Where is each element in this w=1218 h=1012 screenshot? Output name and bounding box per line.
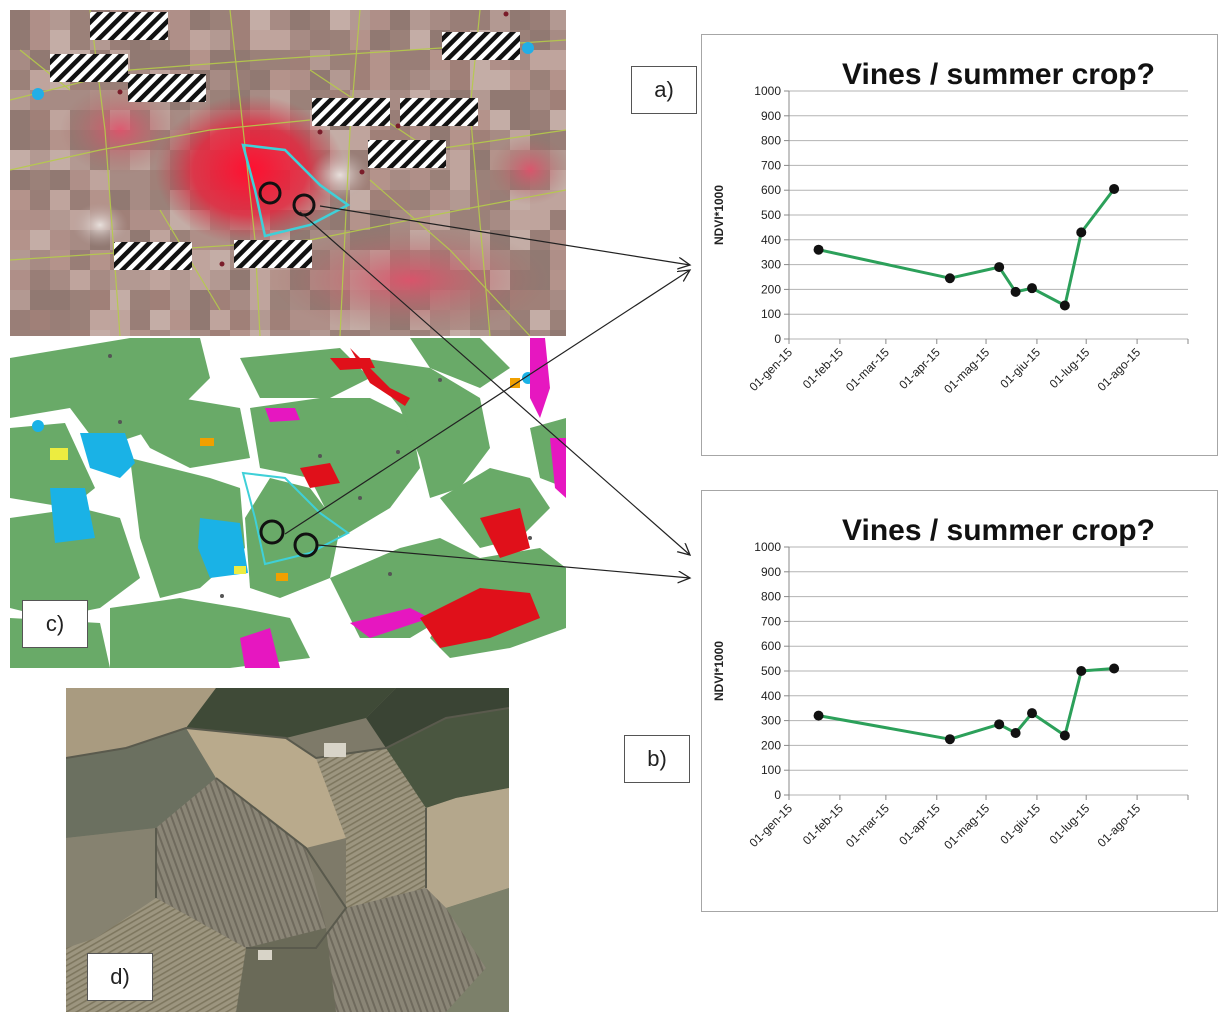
ndvi-point — [1027, 283, 1037, 293]
y-tick-label: 100 — [761, 763, 781, 777]
y-tick-label: 900 — [761, 109, 781, 123]
ndvi-chart-b: Vines / summer crop? 0 100 200 300 400 500 600 7… — [712, 514, 1188, 852]
y-tick-label: 300 — [761, 258, 781, 272]
ndvi-point — [945, 273, 955, 283]
ndvi-series-line — [819, 669, 1115, 740]
y-tick-label: 1000 — [754, 540, 781, 554]
arrow-satellite-to-chart-b — [300, 212, 690, 555]
x-tick-label: 01-mar-15 — [843, 345, 892, 394]
x-tick-label: 01-ago-15 — [1095, 801, 1144, 850]
x-tick-label: 01-ago-15 — [1095, 345, 1144, 394]
arrow-map-to-chart-a — [285, 270, 690, 534]
x-tick-label: 01-lug-15 — [1047, 345, 1093, 391]
y-tick-label: 700 — [761, 158, 781, 172]
y-tick-label: 300 — [761, 714, 781, 728]
ndvi-point — [814, 711, 824, 721]
y-tick-label: 800 — [761, 590, 781, 604]
ndvi-point — [1076, 666, 1086, 676]
ndvi-point — [1011, 728, 1021, 738]
y-tick-label: 0 — [774, 788, 781, 802]
y-tick-label: 700 — [761, 614, 781, 628]
x-tick-label: 01-apr-15 — [896, 345, 943, 392]
x-tick-label: 01-mag-15 — [941, 345, 992, 396]
ndvi-point — [1011, 287, 1021, 297]
y-tick-label: 200 — [761, 282, 781, 296]
x-tick-label: 01-apr-15 — [896, 801, 943, 848]
ndvi-point — [814, 245, 824, 255]
x-tick-label: 01-mag-15 — [941, 801, 992, 852]
ndvi-point — [1060, 301, 1070, 311]
ndvi-point — [945, 734, 955, 744]
y-axis-label: NDVI*1000 — [712, 641, 726, 701]
x-tick-label: 01-gen-15 — [747, 801, 796, 850]
y-tick-label: 400 — [761, 233, 781, 247]
ndvi-point — [1109, 184, 1119, 194]
y-tick-label: 200 — [761, 738, 781, 752]
y-axis-label: NDVI*1000 — [712, 185, 726, 245]
y-tick-label: 500 — [761, 208, 781, 222]
panel-label-a: a) — [631, 66, 697, 114]
ndvi-point — [1027, 708, 1037, 718]
ndvi-series-line — [819, 189, 1115, 306]
x-tick-label: 01-mar-15 — [843, 801, 892, 850]
ndvi-point — [994, 719, 1004, 729]
x-tick-label: 01-giu-15 — [997, 801, 1043, 847]
x-tick-label: 01-giu-15 — [997, 345, 1043, 391]
y-tick-label: 600 — [761, 183, 781, 197]
y-tick-label: 800 — [761, 134, 781, 148]
ndvi-point — [1060, 730, 1070, 740]
y-tick-label: 0 — [774, 332, 781, 346]
panel-label-d: d) — [87, 953, 153, 1001]
x-tick-label: 01-lug-15 — [1047, 801, 1093, 847]
ndvi-point — [1109, 664, 1119, 674]
ndvi-point — [994, 262, 1004, 272]
x-tick-label: 01-gen-15 — [747, 345, 796, 394]
y-tick-label: 600 — [761, 639, 781, 653]
panel-label-b: b) — [624, 735, 690, 783]
chart-title: Vines / summer crop? — [842, 58, 1155, 91]
ndvi-point — [1076, 227, 1086, 237]
panel-label-c: c) — [22, 600, 88, 648]
y-tick-label: 400 — [761, 689, 781, 703]
chart-title: Vines / summer crop? — [842, 514, 1155, 547]
connector-arrows — [285, 206, 690, 578]
y-tick-label: 100 — [761, 307, 781, 321]
ndvi-chart-a: Vines / summer crop? 0 100 200 300 400 500 600 7… — [712, 58, 1188, 396]
y-tick-label: 1000 — [754, 84, 781, 98]
arrow-map-to-chart-b — [318, 545, 690, 578]
x-tick-label: 01-feb-15 — [800, 801, 846, 847]
x-tick-label: 01-feb-15 — [800, 345, 846, 391]
y-tick-label: 500 — [761, 664, 781, 678]
y-tick-label: 900 — [761, 565, 781, 579]
arrow-satellite-to-chart-a — [320, 206, 690, 265]
